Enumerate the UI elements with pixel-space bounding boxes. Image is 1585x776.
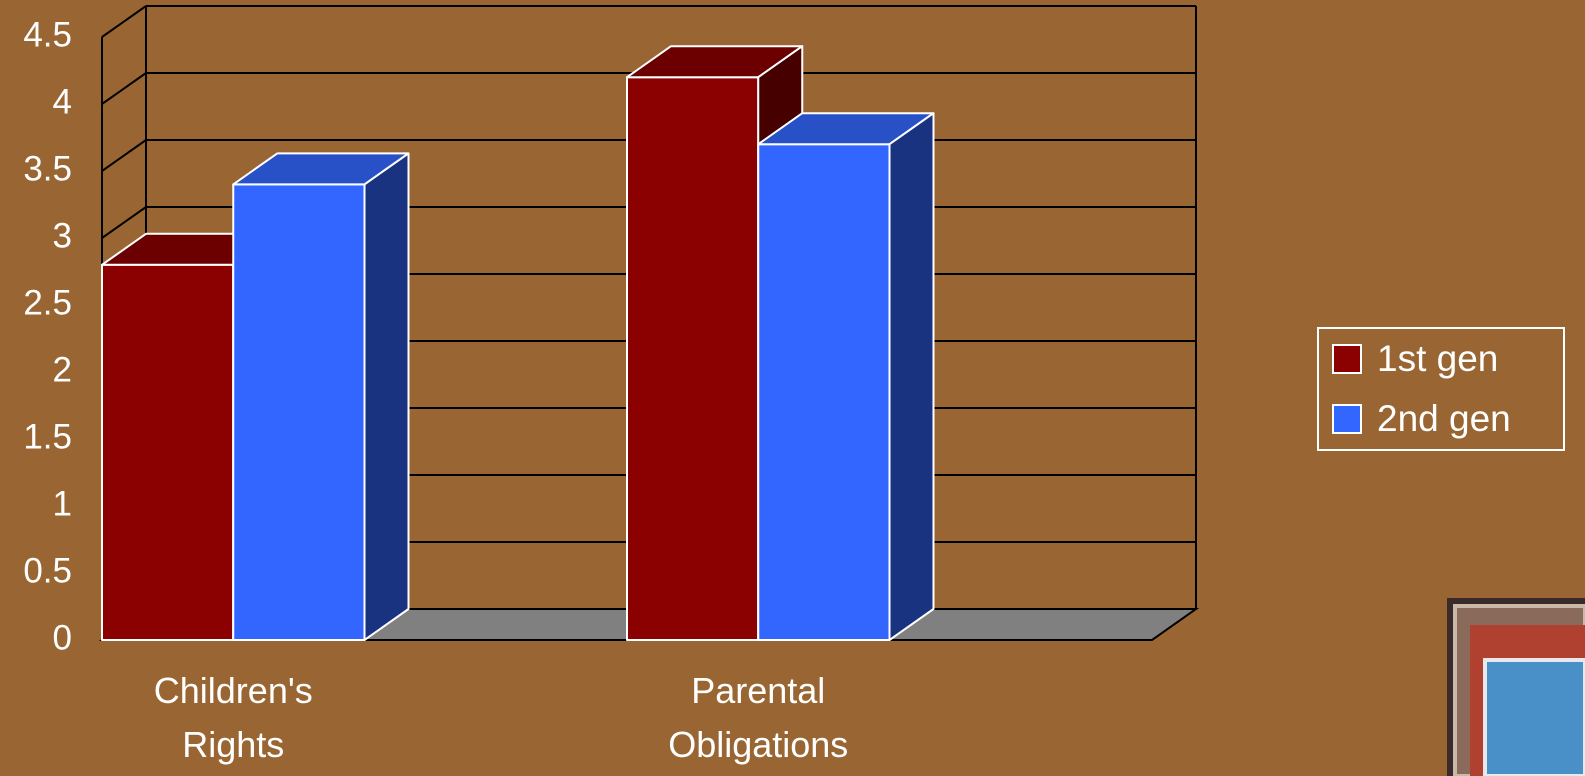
- y-tick-label: 4.5: [23, 15, 72, 54]
- bar: [757, 143, 891, 641]
- y-tick-label: 3.5: [23, 149, 72, 188]
- x-tick-label: Children's Rights: [153, 670, 313, 765]
- bar: [101, 263, 235, 641]
- y-tick-label: 0.5: [23, 551, 72, 590]
- y-tick-label: 0: [53, 618, 72, 657]
- y-tick-label: 1.5: [23, 417, 72, 456]
- bar: [232, 183, 366, 641]
- legend-box: [1317, 327, 1565, 451]
- side-grid-line: [101, 206, 147, 239]
- legend-swatch: [1332, 344, 1362, 374]
- x-tick-label: Parental Obligations: [668, 670, 849, 765]
- y-tick-label: 3: [53, 216, 72, 255]
- side-grid-line: [101, 139, 147, 172]
- bar: [626, 76, 760, 641]
- bar-side: [888, 112, 935, 641]
- side-grid-line: [101, 5, 147, 38]
- y-tick-label: 4: [53, 82, 72, 121]
- bar-side: [363, 152, 410, 641]
- side-grid-line: [101, 72, 147, 105]
- y-tick-label: 2.5: [23, 283, 72, 322]
- y-tick-label: 1: [53, 484, 72, 523]
- y-tick-label: 2: [53, 350, 72, 389]
- legend: 1st gen 2nd gen: [1317, 327, 1565, 451]
- legend-label: 1st gen: [1377, 338, 1498, 379]
- legend-swatch: [1332, 404, 1362, 434]
- legend-label: 2nd gen: [1377, 398, 1511, 439]
- decorative-picture: [1447, 598, 1585, 776]
